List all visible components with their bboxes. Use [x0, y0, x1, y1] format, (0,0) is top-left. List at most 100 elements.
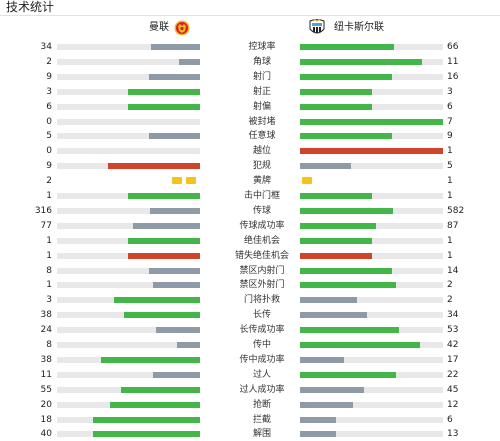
away-stat-value: 6	[447, 101, 453, 112]
home-stat-track	[57, 222, 200, 229]
stat-label: 门将扑救	[243, 295, 280, 306]
stat-row: 18 拦截 6	[0, 413, 500, 427]
home-stat-track	[57, 386, 200, 393]
stat-row: 1 错失绝佳机会 1	[0, 249, 500, 263]
home-stat-track	[57, 327, 200, 334]
stat-label: 击中门框	[243, 191, 280, 201]
home-stat-track	[57, 103, 200, 110]
home-stat-bar	[149, 73, 200, 80]
home-stat-bar	[149, 267, 200, 274]
home-stat-value: 8	[46, 265, 52, 276]
away-stat-value: 22	[447, 369, 459, 380]
home-team-name: 曼联	[149, 22, 169, 33]
away-stat-track	[300, 312, 443, 319]
home-stat-value: 77	[40, 220, 52, 231]
home-stat-bar	[110, 401, 200, 408]
away-stat-value: 5	[447, 161, 453, 172]
away-stat-bar	[300, 297, 357, 304]
away-stat-value: 6	[447, 414, 453, 425]
away-stat-value: 34	[447, 310, 459, 321]
home-stat-bar	[179, 58, 200, 65]
away-stat-bar	[300, 133, 392, 140]
stat-row: 38 传中成功率 17	[0, 353, 500, 367]
stat-row: 0 被封堵 7	[0, 115, 500, 129]
home-stat-bar	[153, 282, 200, 289]
home-stat-bar	[108, 163, 200, 170]
home-stat-bar	[151, 44, 200, 50]
stat-label: 绝佳机会	[243, 235, 280, 246]
away-stat-track	[300, 297, 443, 304]
stat-row: 6 射偏 6	[0, 100, 500, 114]
away-stat-track	[300, 371, 443, 378]
home-stat-value: 3	[46, 86, 52, 97]
home-stat-track	[57, 58, 200, 65]
away-stat-bar	[300, 118, 443, 125]
home-stat-value: 3	[46, 295, 52, 306]
home-stat-track	[57, 297, 200, 304]
home-stat-track	[57, 133, 200, 140]
away-stat-value: 17	[447, 354, 459, 365]
away-stat-track	[300, 193, 443, 199]
away-stat-bar	[300, 252, 372, 259]
home-stat-value: 20	[40, 399, 52, 410]
away-stat-bar	[300, 431, 336, 438]
away-stat-track	[300, 431, 443, 438]
home-stat-bar	[128, 103, 200, 110]
home-stat-track	[57, 342, 200, 348]
stat-row: 1 击中门框 1	[0, 189, 500, 203]
away-stat-track	[300, 327, 443, 334]
stat-row: 38 长传 34	[0, 308, 500, 322]
away-stat-track	[300, 88, 443, 95]
away-stat-bar	[300, 416, 336, 423]
away-stat-track	[300, 282, 443, 289]
stat-row: 5 任意球 9	[0, 129, 500, 143]
stat-label: 黄牌	[252, 176, 271, 187]
away-stat-track	[300, 416, 443, 423]
away-stat-bar	[300, 371, 396, 378]
stat-label: 控球率	[248, 42, 276, 52]
away-stat-value: 12	[447, 399, 459, 410]
stat-row: 0 越位 1	[0, 144, 500, 158]
stat-row: 8 传中 42	[0, 338, 500, 352]
stat-label: 解围	[252, 429, 271, 440]
home-stat-value: 11	[40, 369, 52, 380]
away-stat-bar	[300, 222, 376, 229]
home-stat-bar	[121, 386, 200, 393]
away-stat-track	[300, 222, 443, 229]
stat-label: 错失绝佳机会	[234, 250, 289, 261]
stat-row: 24 长传成功率 53	[0, 323, 500, 337]
yellow-card-icon	[186, 177, 196, 185]
stat-row: 1 绝佳机会 1	[0, 234, 500, 248]
away-stat-value: 13	[447, 429, 459, 440]
home-stat-bar	[133, 222, 200, 229]
away-stat-track	[300, 163, 443, 170]
home-stat-track	[57, 237, 200, 244]
home-stat-bar	[128, 237, 200, 244]
stat-label: 拦截	[252, 414, 271, 425]
stat-row: 20 抢断 12	[0, 398, 500, 412]
stat-label: 犯规	[252, 161, 271, 172]
away-stat-value: 53	[447, 325, 459, 336]
home-stat-track	[57, 401, 200, 408]
away-stat-bar	[300, 237, 372, 244]
home-stat-value: 55	[40, 384, 52, 395]
stat-label: 过人成功率	[239, 384, 285, 395]
away-stat-value: 1	[447, 146, 453, 157]
away-stat-track	[300, 342, 443, 348]
away-stat-value: 2	[447, 295, 453, 306]
home-stat-value: 0	[46, 146, 52, 157]
page-title: 技术统计	[6, 0, 55, 14]
stat-row: 40 解围 13	[0, 427, 500, 441]
home-stat-value: 18	[40, 414, 52, 425]
newcastle-united-crest-icon	[309, 19, 325, 34]
home-stat-bar	[177, 342, 200, 348]
home-stat-bar	[101, 356, 200, 363]
home-stat-value: 40	[40, 429, 52, 440]
away-stat-value: 14	[447, 265, 459, 276]
away-stat-bar	[300, 73, 392, 80]
away-stat-track	[300, 386, 443, 393]
home-stat-track	[57, 356, 200, 363]
home-stat-track	[57, 118, 200, 125]
stat-label: 射正	[252, 86, 271, 97]
